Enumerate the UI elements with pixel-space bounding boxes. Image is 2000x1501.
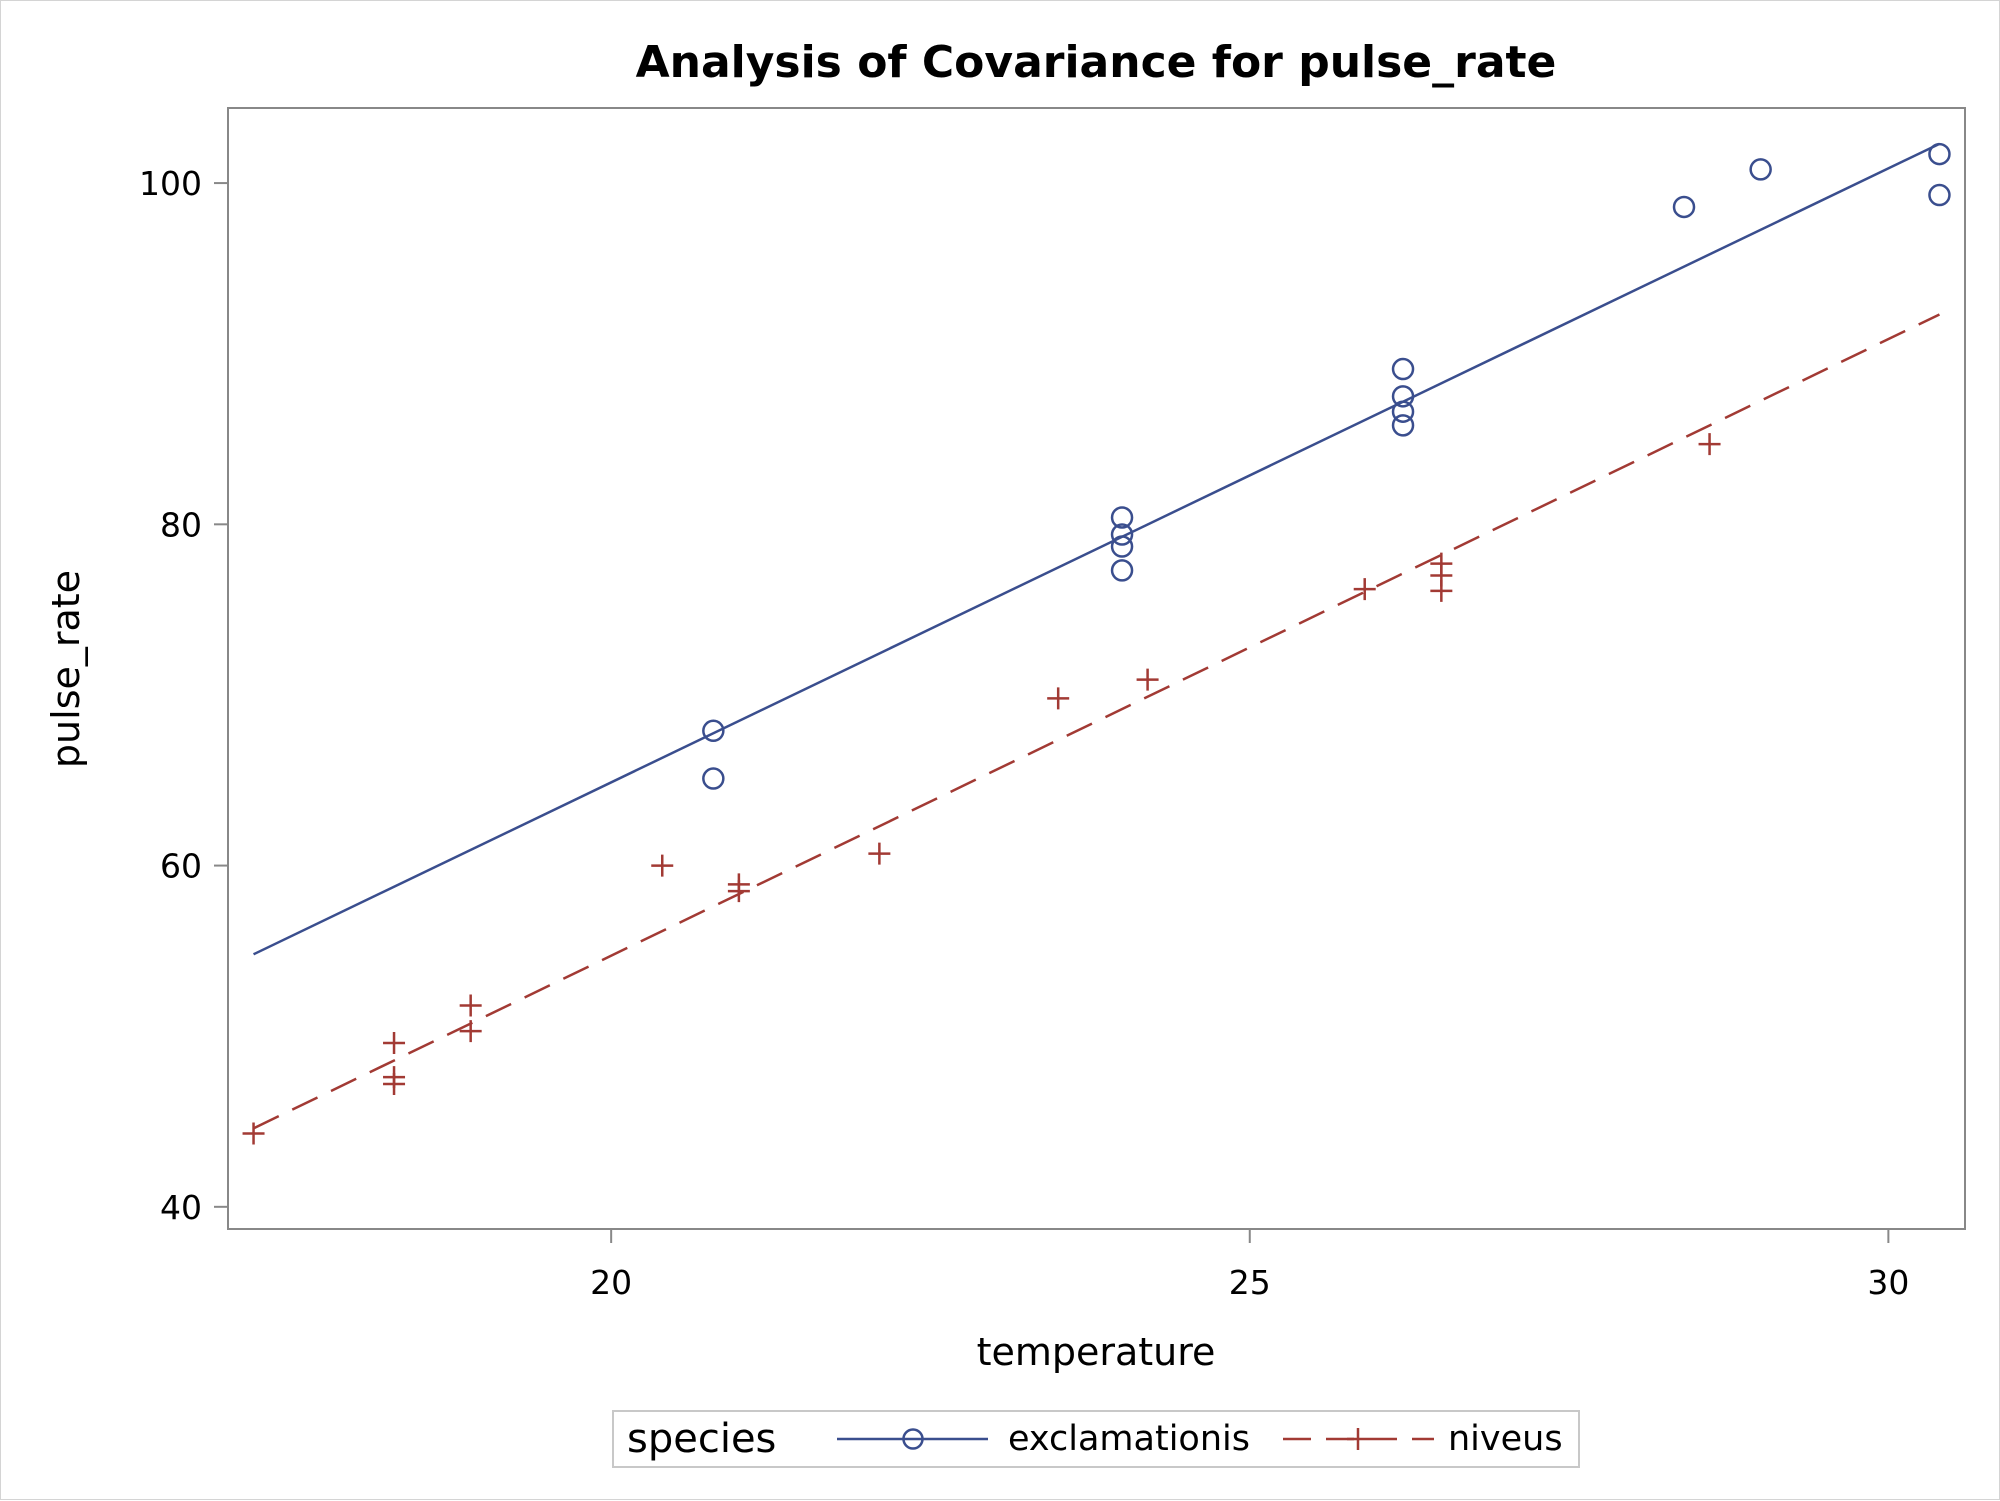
data-point-exclamationis [702,719,725,743]
data-point-niveus [383,1066,406,1089]
data-point-niveus [1698,433,1721,456]
x-tick-label: 30 [1867,1263,1909,1302]
data-point-exclamationis [1110,535,1134,558]
data-point-niveus [1136,668,1159,691]
data-point-exclamationis [1391,385,1415,408]
data-point-exclamationis [1928,183,1951,207]
data-point-niveus [1430,552,1453,575]
axis-ticks: 20 25 30 40 60 80 100 [139,164,1909,1302]
data-point-niveus [1353,578,1376,601]
legend-marker-niveus [1347,1428,1369,1450]
data-point-niveus [383,1032,406,1055]
data-point-exclamationis [1928,142,1951,166]
plot-area [227,107,1966,1230]
chart-title: Analysis of Covariance for pulse_rate [636,37,1557,88]
series-group [242,142,1951,1145]
legend-title: species [627,1416,776,1462]
data-point-niveus [459,994,482,1017]
legend-marker-exclamationis [902,1428,924,1450]
data-point-exclamationis [702,767,725,790]
data-point-niveus [651,854,674,877]
legend: species exclamationis niveus [612,1410,1580,1468]
data-point-exclamationis [1672,195,1696,219]
data-point-niveus [868,842,891,865]
data-point-exclamationis [1110,506,1134,529]
data-point-exclamationis [1391,357,1415,381]
data-point-exclamationis [1749,158,1772,181]
y-axis-label: pulse_rate [44,570,88,768]
data-point-niveus [727,873,750,896]
fit-line-exclamationis [253,142,1940,956]
data-point-exclamationis [1110,559,1134,582]
data-point-exclamationis [1110,523,1134,546]
fit-line-niveus [253,313,1940,1130]
legend-label-exclamationis: exclamationis [1008,1419,1250,1459]
y-tick-label: 40 [160,1188,202,1227]
data-point-exclamationis [1391,414,1415,437]
x-axis-label: temperature [977,1330,1216,1374]
y-tick-label: 60 [160,847,202,886]
data-point-niveus [1047,687,1070,710]
data-point-niveus [242,1122,265,1145]
y-tick-label: 80 [160,505,202,544]
x-tick-label: 20 [590,1263,632,1302]
x-tick-label: 25 [1229,1263,1271,1302]
data-point-niveus [459,1020,482,1043]
legend-label-niveus: niveus [1448,1419,1563,1459]
y-tick-label: 100 [139,164,202,203]
data-point-exclamationis [1391,400,1415,423]
